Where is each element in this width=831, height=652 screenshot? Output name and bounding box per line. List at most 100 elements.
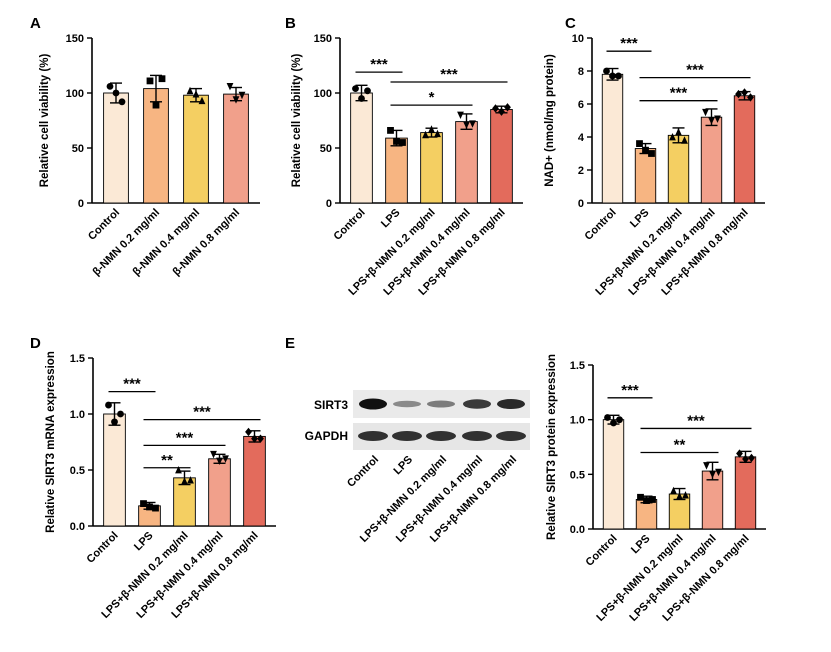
data-point bbox=[616, 416, 623, 424]
data-point bbox=[118, 98, 126, 106]
data-point bbox=[676, 492, 683, 500]
significance-label: *** bbox=[670, 85, 688, 102]
x-tick-label: LPS bbox=[629, 533, 653, 557]
data-point bbox=[175, 466, 182, 474]
data-point bbox=[181, 477, 188, 485]
y-tick-label: 1.0 bbox=[70, 409, 85, 421]
bar bbox=[103, 92, 129, 204]
significance-label: *** bbox=[440, 66, 458, 83]
data-point bbox=[434, 129, 441, 138]
significance-label: *** bbox=[123, 376, 141, 393]
x-tick-label: LPS bbox=[628, 207, 652, 231]
bar bbox=[183, 94, 209, 204]
data-point bbox=[105, 401, 112, 409]
data-point bbox=[615, 72, 622, 80]
data-point bbox=[670, 486, 677, 495]
y-tick-label: 0.0 bbox=[70, 521, 85, 533]
chart-b: 0 50 100 150 Relative cell viability (%) Cont… bbox=[291, 33, 523, 298]
significance-label: * bbox=[429, 89, 435, 106]
blot-bands bbox=[358, 398, 526, 441]
data-point bbox=[257, 434, 264, 443]
y-axis-label: Relative cell viability (%) bbox=[39, 54, 51, 188]
significance-label: *** bbox=[687, 412, 705, 429]
y-tick-label: 0 bbox=[578, 198, 584, 210]
data-point bbox=[364, 87, 371, 95]
blot-label-sirt3: SIRT3 bbox=[314, 398, 348, 412]
data-point bbox=[747, 93, 754, 102]
y-axis-label: Relative SIRT3 mRNA expression bbox=[45, 351, 57, 533]
y-tick-label: 0 bbox=[78, 198, 84, 210]
y-tick-label: 1.5 bbox=[70, 353, 85, 365]
data-point bbox=[428, 125, 435, 133]
bar bbox=[243, 435, 266, 527]
x-tick-label: Control bbox=[582, 207, 618, 243]
significance-label: *** bbox=[621, 382, 639, 399]
significance-label: *** bbox=[370, 56, 388, 73]
data-point bbox=[112, 89, 120, 97]
data-point bbox=[748, 453, 755, 463]
data-point bbox=[152, 101, 160, 109]
data-point bbox=[469, 120, 476, 128]
y-tick-label: 2 bbox=[578, 165, 584, 177]
data-point bbox=[210, 450, 217, 459]
bar bbox=[208, 458, 231, 527]
chart-e: 0.0 0.5 1.0 1.5 Relative SIRT3 protein expre… bbox=[546, 354, 766, 624]
bar bbox=[490, 109, 513, 204]
blot-label-gapdh: GAPDH bbox=[305, 429, 348, 443]
bar bbox=[350, 92, 373, 204]
panel-letter-a: A bbox=[30, 15, 41, 32]
y-tick-label: 10 bbox=[572, 33, 584, 45]
data-point bbox=[387, 127, 394, 134]
x-tick-label: Control bbox=[583, 533, 619, 569]
data-point bbox=[610, 419, 617, 427]
y-tick-label: 50 bbox=[72, 143, 84, 155]
blot-band-sirt3 bbox=[497, 398, 525, 410]
y-tick-label: 4 bbox=[578, 132, 585, 144]
data-point bbox=[498, 107, 505, 116]
significance-label: *** bbox=[620, 35, 638, 52]
data-point bbox=[504, 103, 511, 112]
data-point bbox=[742, 454, 749, 464]
data-point bbox=[399, 139, 406, 146]
x-tick-label: LPS bbox=[379, 207, 403, 231]
data-point bbox=[643, 497, 650, 504]
data-point bbox=[649, 496, 656, 503]
blot-band-gapdh bbox=[392, 431, 422, 441]
blot-band-gapdh bbox=[462, 431, 492, 441]
data-point bbox=[106, 83, 114, 90]
data-point bbox=[222, 455, 229, 463]
blot-band-sirt3 bbox=[427, 400, 455, 408]
significance-label: *** bbox=[686, 62, 704, 79]
panel-letter-b: B bbox=[285, 15, 296, 32]
bar bbox=[733, 95, 756, 204]
blot-lane-label: Control bbox=[345, 454, 381, 490]
blot-band-sirt3 bbox=[463, 399, 491, 409]
data-point bbox=[457, 111, 464, 119]
y-tick-label: 1.5 bbox=[570, 360, 585, 372]
y-tick-label: 150 bbox=[66, 33, 84, 45]
bar bbox=[420, 132, 443, 204]
data-point bbox=[198, 96, 206, 105]
bar bbox=[667, 134, 690, 204]
bar bbox=[223, 93, 249, 204]
data-point bbox=[714, 115, 721, 123]
y-tick-label: 150 bbox=[314, 33, 332, 45]
data-point bbox=[708, 117, 715, 125]
data-point bbox=[152, 504, 159, 512]
bar bbox=[602, 419, 625, 530]
data-point bbox=[709, 470, 716, 479]
significance-label: *** bbox=[176, 429, 194, 446]
y-tick-label: 6 bbox=[578, 99, 584, 111]
data-point bbox=[232, 96, 240, 104]
data-point bbox=[238, 91, 246, 100]
x-tick-label: Control bbox=[84, 530, 120, 566]
data-point bbox=[146, 503, 153, 511]
y-tick-label: 0.5 bbox=[570, 469, 585, 481]
data-point bbox=[604, 414, 611, 421]
panel-letter-c: C bbox=[565, 15, 576, 32]
data-point bbox=[741, 88, 748, 97]
y-tick-label: 1.0 bbox=[570, 415, 585, 427]
blot-lane-label: LPS bbox=[391, 454, 415, 478]
